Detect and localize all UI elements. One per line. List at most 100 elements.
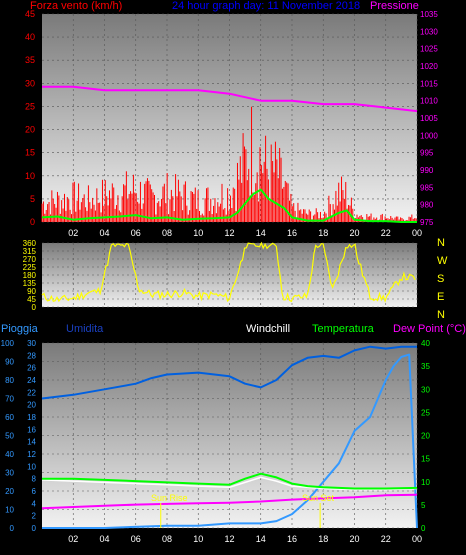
pressure-axis-tick: 1020	[420, 62, 438, 71]
wind-panel-bg	[42, 14, 417, 222]
direction-axis-tick: 270	[23, 255, 37, 264]
time-axis-tick: 16	[287, 228, 297, 238]
pressure-axis-tick: 995	[420, 149, 434, 158]
time-axis-tick: 12	[224, 534, 234, 544]
direction-axis-tick: 45	[27, 295, 36, 304]
pressure-axis-tick: 1010	[420, 97, 438, 106]
humidity-axis-tick: 0	[10, 524, 15, 533]
humidity-axis-tick: 70	[5, 395, 14, 404]
compass-letter: W	[437, 255, 448, 267]
rain-axis-tick: 15	[421, 455, 430, 464]
compass-letter: E	[437, 291, 444, 303]
wind-axis-tick: 5	[30, 194, 35, 204]
temp-axis-tick: 12	[27, 450, 36, 459]
rain-axis-tick: 25	[421, 408, 430, 417]
humidity-axis-tick: 80	[5, 376, 14, 385]
temp-axis-tick: 26	[27, 364, 36, 373]
chart-title: 24 hour graph day: 11 November 2018	[172, 0, 360, 12]
rain-legend: Pioggia	[1, 323, 39, 335]
rain-axis-tick: 10	[421, 478, 430, 487]
temp-axis-tick: 28	[27, 351, 36, 360]
time-axis-tick: 18	[318, 228, 328, 238]
rain-axis-tick: 40	[421, 339, 430, 348]
rain-axis-tick: 35	[421, 362, 430, 371]
pressure-axis-tick: 980	[420, 201, 434, 210]
pressure-title: Pressione	[370, 0, 419, 12]
direction-axis-tick: 225	[23, 263, 37, 272]
pressure-axis-tick: 990	[420, 166, 434, 175]
direction-axis-tick: 360	[23, 239, 37, 248]
direction-axis-tick: 135	[23, 279, 37, 288]
pressure-axis-tick: 1025	[420, 45, 438, 54]
windchill-legend: Windchill	[246, 323, 290, 335]
compass-letter: N	[437, 237, 445, 249]
temp-axis-tick: 14	[27, 438, 36, 447]
pressure-axis-tick: 1000	[420, 131, 438, 140]
rain-axis-tick: 0	[421, 524, 426, 533]
dewpoint-line	[41, 493, 418, 510]
temp-axis-tick: 8	[32, 475, 37, 484]
temp-axis-tick: 18	[27, 413, 36, 422]
direction-axis-tick: 90	[27, 287, 36, 296]
time-axis-tick: 06	[131, 228, 141, 238]
wind-axis-tick: 15	[25, 148, 35, 158]
time-axis-tick: 12	[224, 228, 234, 238]
time-axis-tick: 08	[162, 534, 172, 544]
temp-axis-tick: 2	[32, 512, 37, 521]
time-axis-tick: 20	[349, 534, 359, 544]
pressure-axis-tick: 1030	[420, 27, 438, 36]
temp-axis-tick: 20	[27, 401, 36, 410]
time-axis-tick: 02	[68, 534, 78, 544]
wind-axis-tick: 25	[25, 101, 35, 111]
marks-layer	[41, 85, 418, 529]
time-axis-tick: 22	[381, 534, 391, 544]
humidity-legend: Umidita	[66, 323, 104, 335]
humidity-axis-tick: 50	[5, 432, 14, 441]
rain-axis-tick: 30	[421, 385, 430, 394]
time-axis-tick: 14	[256, 534, 266, 544]
time-axis-tick: 00	[412, 228, 422, 238]
humidity-axis-tick: 30	[5, 469, 14, 478]
wind-title: Forza vento (km/h)	[30, 0, 122, 12]
time-axis-tick: 14	[256, 228, 266, 238]
temp-axis-tick: 16	[27, 425, 36, 434]
time-axis-tick: 16	[287, 534, 297, 544]
pressure-axis-tick: 985	[420, 183, 434, 192]
humidity-axis-tick: 60	[5, 413, 14, 422]
pressure-axis-tick: 975	[420, 218, 434, 227]
sun-rise-label: Sun Rise	[151, 493, 188, 503]
axis-layer: 0510152025303540459759809859909951000100…	[1, 9, 448, 544]
time-axis-tick: 08	[162, 228, 172, 238]
temp-axis-tick: 24	[27, 376, 36, 385]
windchill-line	[41, 476, 418, 491]
time-axis-tick: 04	[99, 534, 109, 544]
sun-set-label: Sun Set	[302, 493, 335, 503]
wind-axis-tick: 45	[25, 9, 35, 19]
wind-axis-tick: 35	[25, 55, 35, 65]
pressure-axis-tick: 1005	[420, 114, 438, 123]
rain-axis-tick: 20	[421, 432, 430, 441]
temperature-legend: Temperatura	[312, 323, 375, 335]
pressure-line	[42, 85, 418, 113]
pressure-axis-tick: 1015	[420, 79, 438, 88]
wind-average-line	[41, 188, 417, 223]
rain-line	[42, 353, 418, 529]
humidity-axis-tick: 10	[5, 506, 14, 515]
temp-axis-tick: 22	[27, 388, 36, 397]
temp-axis-tick: 6	[32, 487, 37, 496]
wind-axis-tick: 0	[30, 217, 35, 227]
humidity-axis-tick: 40	[5, 450, 14, 459]
wind-axis-tick: 30	[25, 78, 35, 88]
humidity-axis-tick: 90	[5, 358, 14, 367]
direction-axis-tick: 180	[23, 271, 37, 280]
humidity-axis-tick: 100	[1, 339, 15, 348]
pressure-axis-tick: 1035	[420, 10, 438, 19]
compass-letter: S	[437, 273, 444, 285]
direction-axis-tick: 315	[23, 247, 37, 256]
time-axis-tick: 04	[99, 228, 109, 238]
time-axis-tick: 10	[193, 228, 203, 238]
temp-axis-tick: 10	[27, 462, 36, 471]
wind-direction-line	[41, 241, 416, 303]
temp-axis-tick: 30	[27, 339, 36, 348]
